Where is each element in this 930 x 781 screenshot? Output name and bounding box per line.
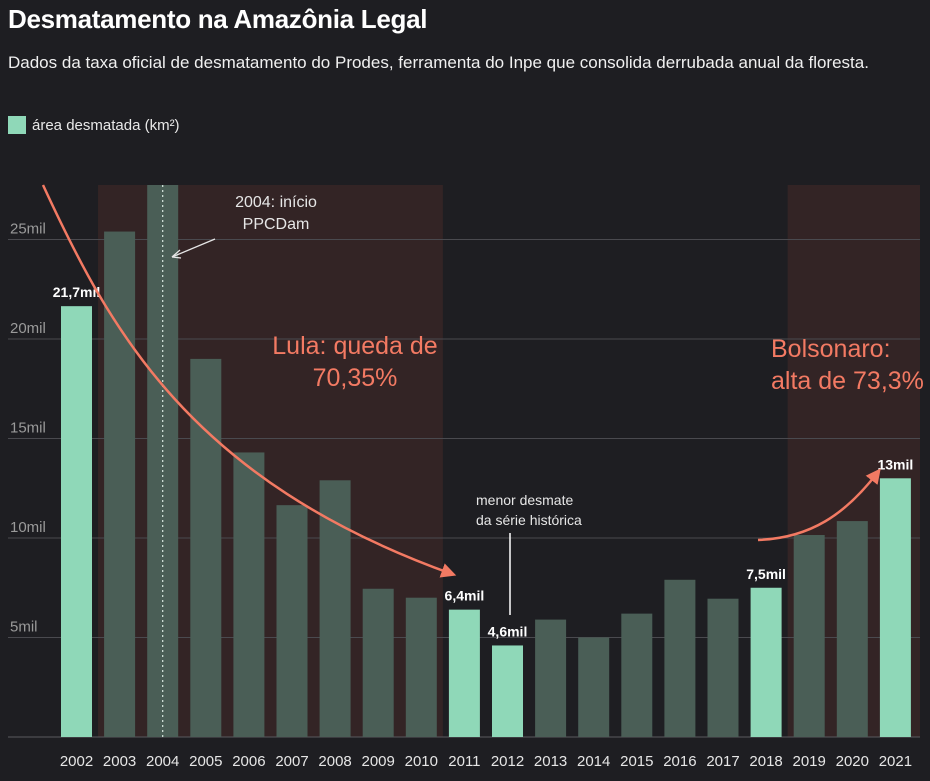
bar-2020 (836, 521, 868, 737)
bar-2005 (190, 358, 222, 737)
x-tick-label: 2014 (577, 753, 610, 770)
x-tick-label: 2008 (318, 753, 351, 770)
chart-subtitle: Dados da taxa oficial de desmatamento do… (8, 53, 869, 72)
legend: área desmatada (km²) (8, 116, 180, 134)
bolsonaro-annotation: alta de 73,3% (771, 367, 924, 395)
x-tick-label: 2013 (534, 753, 567, 770)
bar-2014 (578, 637, 610, 737)
bar-2016 (664, 579, 696, 737)
ppcdam-annotation: 2004: início (235, 194, 317, 211)
chart-title: Desmatamento na Amazônia Legal (8, 4, 428, 34)
bar-2010 (405, 597, 437, 737)
x-tick-label: 2021 (879, 753, 912, 770)
legend-label: área desmatada (km²) (32, 116, 180, 134)
x-tick-label: 2005 (189, 753, 222, 770)
data-label-2021: 13mil (877, 456, 913, 472)
bolsonaro-trend-arrow (757, 468, 881, 542)
data-label-2011: 6,4mil (445, 588, 485, 604)
lula-annotation: 70,35% (313, 364, 398, 392)
bar-2008 (319, 480, 351, 737)
x-tick-label: 2017 (706, 753, 739, 770)
bar-2013 (535, 619, 567, 737)
ppcdam-pointer (171, 238, 216, 258)
x-tick-label: 2011 (448, 753, 480, 770)
bar-2018 (750, 587, 782, 737)
bar-2009 (362, 588, 394, 737)
bolsonaro-annotation: Bolsonaro: (771, 335, 891, 363)
x-tick-label: 2020 (836, 753, 869, 770)
x-tick-label: 2015 (620, 753, 653, 770)
lula-trend-arrow (41, 184, 457, 578)
x-tick-label: 2018 (749, 753, 782, 770)
data-label-2018: 7,5mil (746, 566, 786, 582)
x-tick-label: 2002 (60, 753, 93, 770)
x-tick-label: 2019 (793, 753, 826, 770)
y-tick-label: 25mil (10, 221, 46, 238)
x-tick-label: 2006 (232, 753, 265, 770)
x-tick-label: 2004 (146, 753, 179, 770)
bar-2002 (61, 306, 92, 737)
bar-2021 (879, 478, 911, 737)
bar-2011 (448, 609, 480, 737)
legend-swatch (8, 116, 26, 134)
ppcdam-annotation: PPCDam (243, 216, 310, 233)
data-label-2012: 4,6mil (488, 623, 528, 639)
bar-2003 (104, 231, 136, 738)
x-tick-label: 2003 (103, 753, 136, 770)
menor-desmate-annotation: menor desmate (476, 492, 573, 508)
x-tick-label: 2009 (362, 753, 395, 770)
bar-2019 (793, 535, 825, 737)
y-tick-label: 15mil (10, 420, 46, 437)
y-tick-label: 20mil (10, 320, 46, 337)
x-tick-label: 2010 (405, 753, 438, 770)
x-tick-label: 2007 (275, 753, 308, 770)
data-label-2002: 21,7mil (53, 284, 100, 300)
bar-2006 (233, 452, 265, 737)
y-tick-label: 5mil (10, 619, 38, 636)
bar-2015 (621, 613, 653, 737)
lula-annotation: Lula: queda de (272, 332, 437, 360)
bar-2017 (707, 598, 739, 737)
bar-2012 (492, 645, 523, 737)
x-tick-label: 2016 (663, 753, 696, 770)
ppcdam-pointer-head (171, 249, 182, 259)
x-tick-label: 2012 (491, 753, 524, 770)
y-tick-label: 10mil (10, 519, 46, 536)
bar-2007 (276, 505, 308, 737)
menor-desmate-annotation: da série histórica (476, 512, 582, 528)
